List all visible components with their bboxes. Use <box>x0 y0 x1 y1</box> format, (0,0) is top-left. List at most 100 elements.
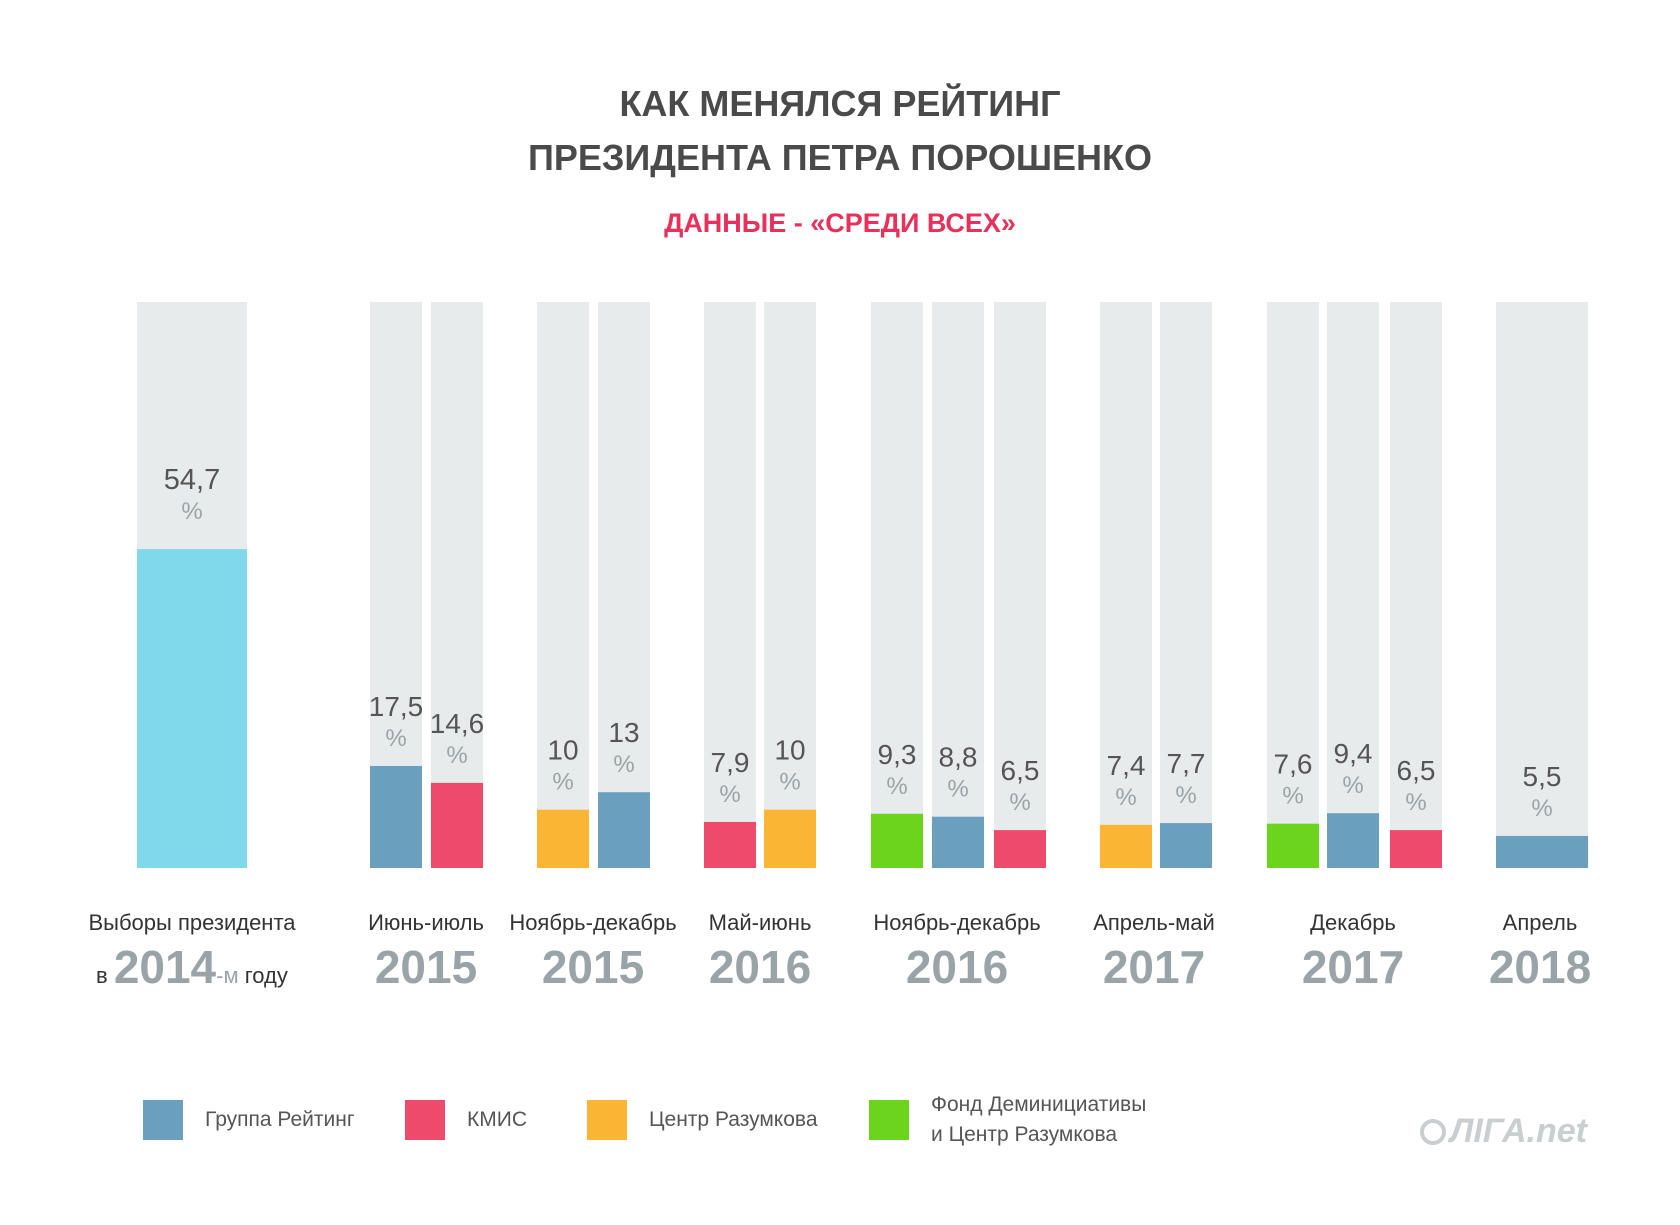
year-label-2: 2015 <box>541 941 645 993</box>
data-label-3: 10 <box>547 735 578 766</box>
bar-razumkov-10 <box>1100 824 1152 868</box>
legend-item-kmis: КМИС <box>405 1100 527 1140</box>
percent-sign-6: % <box>779 769 800 796</box>
year-label-0: в 2014-м году <box>96 940 288 994</box>
period-label-7: Апрель <box>1502 910 1578 935</box>
bar-kmis-5 <box>704 821 756 868</box>
legend-item-fond: Фонд Деминициативы и Центр Разумкова <box>869 1093 1146 1146</box>
bar-reiting-8 <box>932 816 984 868</box>
bar-track-15 <box>1496 302 1588 868</box>
bar-reiting-11 <box>1160 823 1212 868</box>
bar-razumkov-3 <box>537 809 589 868</box>
legend-label-fond-line2: и Центр Разумкова <box>931 1123 1118 1146</box>
year-label-5: 2017 <box>1102 941 1206 993</box>
bar-track-7 <box>871 302 923 868</box>
legend-swatch-reiting <box>143 1100 183 1140</box>
bar-track-8 <box>932 302 984 868</box>
year-prefix: в <box>96 963 108 988</box>
bar-track-12 <box>1267 302 1319 868</box>
percent-sign-5: % <box>719 781 740 808</box>
legend-item-razumkov: Центр Разумкова <box>587 1100 818 1140</box>
percent-sign-1: % <box>385 725 406 752</box>
bar-reiting-15 <box>1496 835 1588 868</box>
year-label-6: 2017 <box>1301 941 1405 993</box>
legend-swatch-kmis <box>405 1100 445 1140</box>
bar-razumkov-6 <box>764 809 816 868</box>
data-label-13: 9,4 <box>1334 738 1373 769</box>
year-label-1: 2015 <box>374 941 478 993</box>
percent-sign-4: % <box>613 751 634 778</box>
year-label-4: 2016 <box>905 941 1009 993</box>
bar-track-4 <box>598 302 650 868</box>
bar-reiting-1 <box>370 765 422 868</box>
data-label-11: 7,7 <box>1167 748 1206 779</box>
data-label-8: 8,8 <box>939 742 978 773</box>
legend-label-fond-line1: Фонд Деминициативы <box>931 1093 1147 1116</box>
period-label-3: Май-июнь <box>708 910 812 935</box>
percent-sign-7: % <box>886 773 907 800</box>
percent-sign-3: % <box>552 769 573 796</box>
year-label-3: 2016 <box>708 941 812 993</box>
percent-sign-0: % <box>181 498 202 525</box>
year-label-7: 2018 <box>1488 941 1592 993</box>
percent-sign-12: % <box>1282 783 1303 810</box>
year-tail: году <box>244 963 288 988</box>
bar-reiting-4 <box>598 792 650 868</box>
bar-fond-12 <box>1267 823 1319 868</box>
bar-reiting-13 <box>1327 813 1379 868</box>
data-label-6: 10 <box>774 735 805 766</box>
data-label-2: 14,6 <box>430 708 485 739</box>
period-label-1: Июнь-июль <box>368 910 484 935</box>
bar-track-6 <box>764 302 816 868</box>
bar-track-11 <box>1160 302 1212 868</box>
percent-sign-10: % <box>1115 784 1136 811</box>
percent-sign-15: % <box>1531 795 1552 822</box>
percent-sign-8: % <box>947 776 968 803</box>
period-label-5: Апрель-май <box>1093 910 1215 935</box>
liga-net-logo: ЛIГА.net <box>1420 1112 1587 1151</box>
year-suffix: -м <box>216 963 239 988</box>
bar-track-2 <box>431 302 483 868</box>
legend-label-kmis: КМИС <box>467 1108 527 1131</box>
title-line-1: КАК МЕНЯЛСЯ РЕЙТИНГ <box>619 83 1061 124</box>
bar-track-10 <box>1100 302 1152 868</box>
title-line-2: ПРЕЗИДЕНТА ПЕТРА ПОРОШЕНКО <box>527 137 1152 178</box>
bar-track-9 <box>994 302 1046 868</box>
bar-fond-7 <box>871 813 923 868</box>
bar-kmis-2 <box>431 782 483 868</box>
legend-label-fond: Фонд Деминициативы и Центр Разумкова <box>931 1090 1146 1150</box>
data-label-10: 7,4 <box>1107 750 1146 781</box>
chart-title: КАК МЕНЯЛСЯ РЕЙТИНГ ПРЕЗИДЕНТА ПЕТРА ПОР… <box>0 77 1680 185</box>
percent-sign-13: % <box>1342 772 1363 799</box>
logo-text: ЛIГА.net <box>1450 1112 1587 1150</box>
bar-election-0 <box>137 549 247 868</box>
bar-track-5 <box>704 302 756 868</box>
year-number: 2014 <box>113 941 217 993</box>
data-label-7: 9,3 <box>878 739 917 770</box>
period-label-0: Выборы президента <box>88 910 296 935</box>
bar-track-3 <box>537 302 589 868</box>
legend-item-reiting: Группа Рейтинг <box>143 1100 355 1140</box>
logo-circle-icon <box>1420 1118 1446 1145</box>
data-label-0: 54,7 <box>164 464 220 496</box>
data-label-5: 7,9 <box>711 747 750 778</box>
data-label-1: 17,5 <box>369 691 424 722</box>
legend-swatch-razumkov <box>587 1100 627 1140</box>
data-label-9: 6,5 <box>1001 755 1040 786</box>
percent-sign-14: % <box>1405 789 1426 816</box>
period-label-4: Ноябрь-декабрь <box>873 910 1041 935</box>
bar-track-13 <box>1327 302 1379 868</box>
period-label-6: Декабрь <box>1310 910 1396 935</box>
legend-swatch-fond <box>869 1100 909 1140</box>
period-label-2: Ноябрь-декабрь <box>509 910 677 935</box>
data-label-14: 6,5 <box>1397 755 1436 786</box>
data-label-4: 13 <box>608 717 639 748</box>
percent-sign-11: % <box>1175 782 1196 809</box>
data-label-15: 5,5 <box>1523 761 1562 792</box>
bar-kmis-14 <box>1390 830 1442 868</box>
percent-sign-2: % <box>446 742 467 769</box>
chart-subtitle: ДАННЫЕ - «СРЕДИ ВСЕХ» <box>664 208 1016 238</box>
bar-kmis-9 <box>994 830 1046 868</box>
legend-label-reiting: Группа Рейтинг <box>205 1108 355 1131</box>
